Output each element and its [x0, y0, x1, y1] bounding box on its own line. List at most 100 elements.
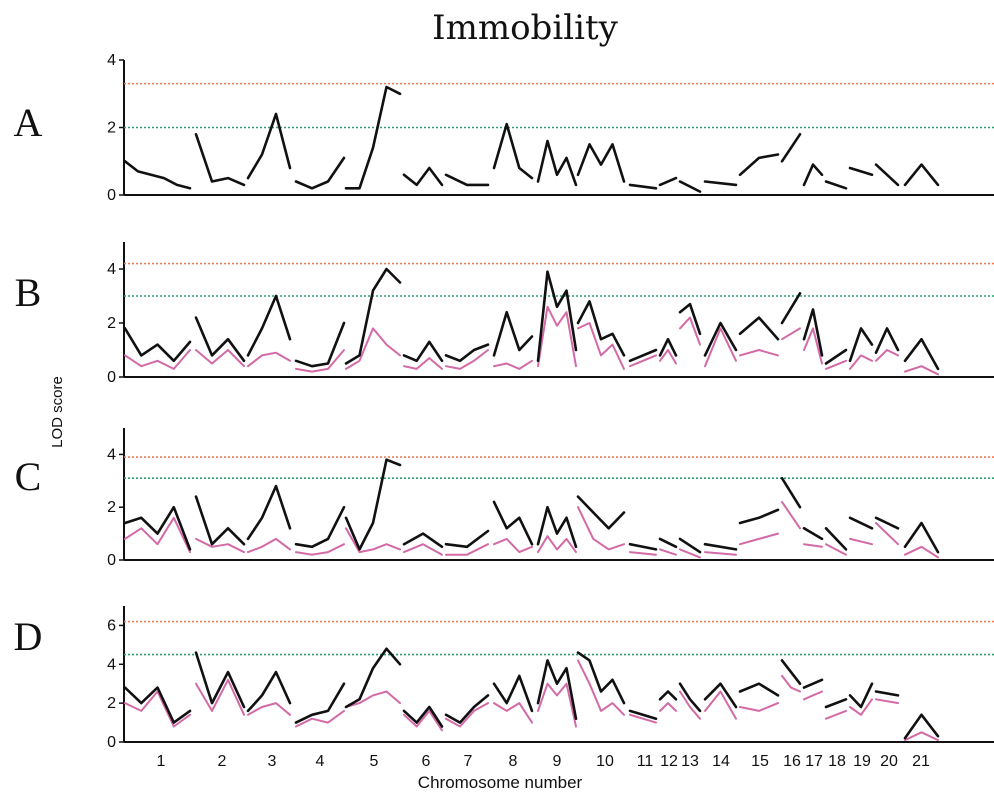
panel-label: A — [14, 100, 43, 145]
series-primary-chr-3 — [246, 670, 292, 713]
series-primary-chr-17 — [802, 678, 824, 689]
y-tick-label: 2 — [107, 695, 116, 712]
series-primary-chr-5 — [344, 267, 402, 365]
series-primary-chr-19 — [848, 682, 874, 709]
series-primary-chr-20 — [874, 163, 900, 187]
series-primary-chr-16 — [780, 291, 802, 325]
series-primary-chr-2 — [194, 651, 246, 709]
series-primary-chr-7 — [444, 694, 490, 724]
series-secondary-chr-12 — [659, 548, 677, 556]
panel-A: A 0 2 4 — [14, 52, 994, 204]
series-secondary-chr-3 — [247, 702, 291, 716]
series-secondary-chr-15 — [739, 349, 779, 357]
series-secondary-chr-12 — [659, 702, 677, 712]
y-tick-label: 0 — [107, 552, 116, 569]
series-secondary-chr-15 — [739, 702, 779, 712]
series-secondary-chr-19 — [849, 537, 873, 546]
series-primary-chr-3 — [246, 294, 292, 357]
series-secondary-chr-7 — [445, 543, 489, 556]
series-secondary-chr-13 — [679, 316, 701, 346]
panel-label: B — [15, 270, 42, 315]
series-primary-chr-9 — [536, 139, 578, 187]
series-secondary-chr-6 — [403, 709, 443, 732]
series-primary-chr-8 — [492, 674, 534, 713]
series-secondary-chr-9 — [537, 305, 577, 368]
series-primary-chr-2 — [194, 133, 246, 187]
y-tick-label: 4 — [107, 656, 116, 673]
series-secondary-chr-6 — [403, 357, 443, 370]
series-primary-chr-13 — [678, 180, 702, 193]
series-primary-chr-3 — [246, 112, 292, 180]
series-primary-chr-16 — [780, 476, 802, 509]
series-primary-chr-12 — [658, 690, 678, 701]
series-primary-chr-15 — [738, 508, 780, 525]
series-secondary-chr-15 — [739, 532, 779, 546]
series-primary-chr-16 — [780, 659, 802, 686]
series-secondary-chr-9 — [537, 535, 577, 554]
series-primary-chr-1 — [123, 160, 192, 190]
chromosome-tick-label: 17 — [805, 753, 823, 770]
series-secondary-chr-3 — [247, 351, 291, 368]
panel-D: D 0 2 4 6 — [14, 606, 994, 751]
series-primary-chr-14 — [703, 542, 738, 551]
series-secondary-chr-2 — [195, 537, 245, 554]
series-primary-chr-11 — [628, 183, 658, 190]
chromosome-tick-label: 12 — [660, 753, 678, 770]
series-primary-chr-20 — [874, 516, 900, 530]
series-primary-chr-1 — [123, 327, 192, 363]
series-primary-chr-10 — [576, 651, 626, 705]
series-primary-chr-11 — [628, 348, 658, 363]
series-secondary-chr-17 — [803, 690, 823, 701]
series-secondary-chr-4 — [295, 709, 345, 728]
series-secondary-chr-19 — [849, 698, 873, 716]
series-secondary-chr-4 — [295, 543, 345, 556]
series-secondary-chr-2 — [195, 678, 245, 716]
series-secondary-chr-21 — [904, 731, 939, 742]
series-secondary-chr-5 — [345, 327, 401, 370]
series-primary-chr-12 — [658, 337, 678, 357]
series-secondary-chr-17 — [803, 327, 823, 365]
series-secondary-chr-10 — [577, 659, 625, 716]
y-axis-label: LOD score — [49, 376, 66, 448]
chromosome-tick-label: 15 — [751, 753, 769, 770]
series-primary-chr-13 — [678, 302, 702, 336]
y-tick-label: 0 — [107, 369, 116, 386]
series-primary-chr-15 — [738, 682, 780, 697]
panels-group: A 0 2 4 B 0 2 4 C 0 2 4 D 0 2 4 6 — [14, 52, 994, 751]
series-secondary-chr-14 — [704, 551, 737, 556]
series-primary-chr-14 — [703, 682, 738, 709]
series-primary-chr-21 — [903, 163, 940, 187]
chromosome-tick-label: 5 — [370, 753, 379, 770]
chromosome-tick-label: 2 — [218, 753, 227, 770]
series-primary-chr-5 — [344, 647, 402, 709]
series-secondary-chr-20 — [875, 349, 899, 362]
series-secondary-chr-2 — [195, 349, 245, 368]
series-primary-chr-2 — [194, 495, 246, 546]
chart-title: Immobility — [432, 8, 618, 48]
series-secondary-chr-8 — [493, 702, 533, 724]
series-secondary-chr-13 — [679, 548, 701, 559]
series-primary-chr-7 — [444, 173, 490, 187]
series-secondary-chr-18 — [825, 543, 847, 556]
series-primary-chr-11 — [628, 542, 658, 551]
chromosome-tick-label: 21 — [912, 753, 930, 770]
x-axis-label: Chromosome number — [418, 773, 583, 792]
series-primary-chr-14 — [703, 180, 738, 187]
series-primary-chr-17 — [802, 308, 824, 357]
panel-label: C — [15, 454, 42, 499]
series-primary-chr-19 — [848, 516, 874, 530]
series-primary-chr-6 — [402, 532, 444, 549]
series-secondary-chr-14 — [704, 327, 737, 368]
series-secondary-chr-1 — [124, 349, 191, 370]
series-primary-chr-15 — [738, 316, 780, 341]
series-primary-chr-10 — [576, 495, 626, 530]
series-primary-chr-13 — [678, 537, 702, 554]
series-secondary-chr-5 — [345, 690, 401, 708]
chromosome-tick-label: 4 — [316, 753, 325, 770]
series-secondary-chr-12 — [659, 349, 677, 365]
series-primary-chr-8 — [492, 500, 534, 546]
y-tick-label: 6 — [107, 617, 116, 634]
series-secondary-chr-7 — [445, 702, 489, 728]
series-secondary-chr-3 — [247, 537, 291, 554]
series-secondary-chr-19 — [849, 354, 873, 370]
